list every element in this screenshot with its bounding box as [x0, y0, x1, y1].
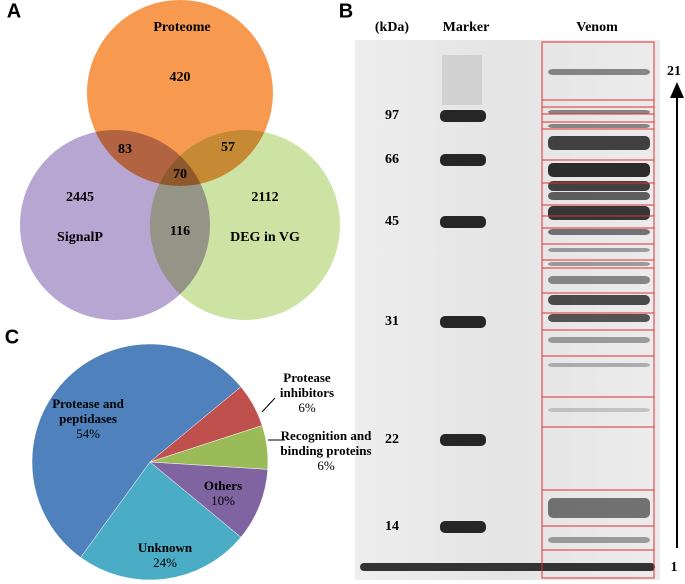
region-count: 57 [221, 140, 235, 155]
slice-label: Others 10% [200, 478, 246, 508]
category: Protease and peptidases [52, 396, 124, 426]
marker-label: 22 [385, 432, 399, 447]
slice-label: Unknown 24% [125, 540, 205, 570]
marker-band [440, 521, 486, 533]
venom-band [548, 363, 650, 367]
marker-band [440, 154, 486, 166]
pie-slice [80, 461, 242, 581]
venn-circle [20, 130, 210, 320]
region-count: 116 [170, 224, 190, 239]
marker-label: 97 [385, 108, 399, 123]
marker-label: 45 [385, 214, 399, 229]
percent: 54% [76, 426, 100, 441]
pie [31, 343, 269, 581]
pie-slice [31, 343, 242, 558]
set-label: SignalP [57, 230, 103, 245]
venom-band [548, 229, 650, 235]
percent: 10% [211, 493, 235, 508]
venom-band [548, 537, 650, 543]
marker-label: 14 [385, 519, 399, 534]
venn-circle [150, 130, 340, 320]
arrow-head [670, 82, 684, 98]
marker-band [440, 216, 486, 228]
marker-label: 66 [385, 152, 399, 167]
venom-band [548, 295, 650, 305]
marker-band [440, 110, 486, 122]
gel-bands [360, 41, 655, 579]
set-label: Proteome [153, 20, 210, 35]
region-count: 83 [118, 142, 132, 157]
venom-band [548, 206, 650, 220]
set-label: DEG in VG [230, 230, 300, 245]
percent: 24% [153, 555, 177, 570]
venom-band [548, 124, 650, 128]
slice-label: Protease and peptidases 54% [28, 396, 148, 441]
marker-band [440, 434, 486, 446]
percent: 6% [298, 400, 316, 415]
panel-label: B [339, 0, 353, 22]
category: Recognition and binding proteins [280, 428, 372, 458]
region-count: 2445 [66, 190, 94, 205]
leader-line [261, 397, 276, 413]
pie-slice [149, 461, 269, 538]
venom-band [548, 337, 650, 343]
slice-label: Protease inhibitors 6% [262, 370, 352, 415]
marker-label: 31 [385, 314, 399, 329]
panel-label: A [7, 0, 21, 22]
venom-band [548, 69, 650, 75]
venom-band [548, 498, 650, 518]
venom-band [548, 136, 650, 150]
venom-band [548, 110, 650, 114]
panel-label: C [5, 326, 19, 348]
band-box [541, 549, 655, 579]
category: Unknown [137, 540, 193, 555]
region-count: 2112 [251, 190, 278, 205]
marker-band [440, 316, 486, 328]
venom-band [548, 163, 650, 177]
unit-label: (kDa) [375, 20, 410, 35]
venom-band [548, 248, 650, 252]
region-count: 70 [173, 167, 187, 182]
venn [20, 0, 340, 320]
marker-smear [442, 55, 482, 105]
gel-front [360, 563, 655, 571]
venom-band [548, 314, 650, 322]
slice-label: Recognition and binding proteins 6% [278, 428, 374, 473]
venom-band [548, 192, 650, 200]
venom-band [548, 276, 650, 284]
category: Protease inhibitors [279, 370, 335, 400]
lane-label: Marker [443, 20, 490, 35]
region-count: 420 [170, 70, 191, 85]
percent: 6% [317, 458, 335, 473]
band-index: 1 [671, 560, 678, 575]
band-index: 21 [667, 64, 681, 79]
category: Others [203, 478, 243, 493]
venom-band [548, 262, 650, 266]
lane-label: Venom [576, 20, 618, 35]
venom-band [548, 408, 650, 412]
